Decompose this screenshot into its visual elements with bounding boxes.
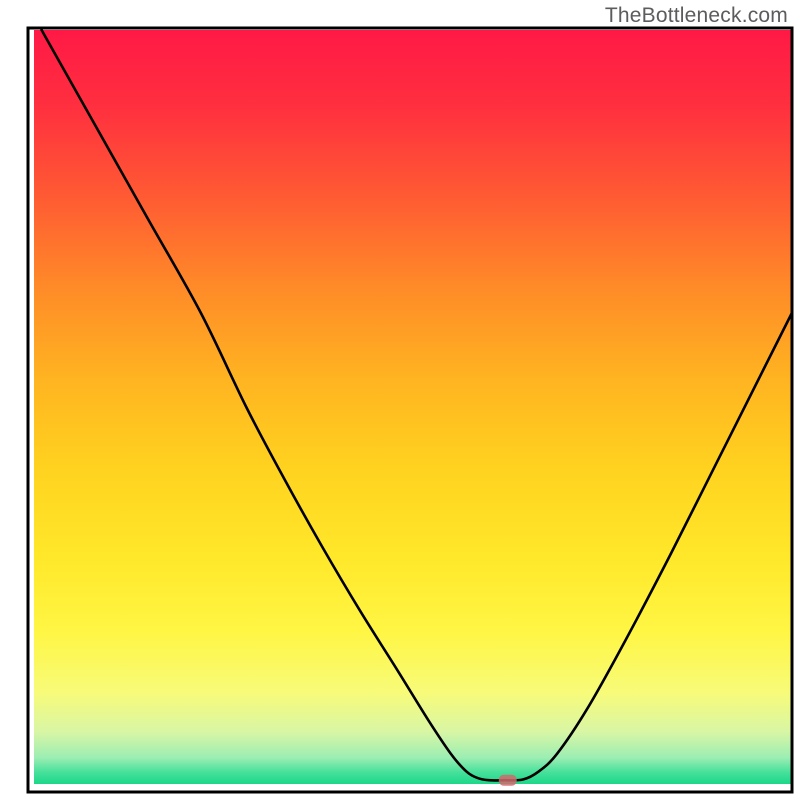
watermark-text: TheBottleneck.com <box>605 4 788 28</box>
bottleneck-chart: TheBottleneck.com <box>0 0 800 800</box>
chart-svg <box>0 0 800 800</box>
optimal-point-marker <box>499 775 517 786</box>
chart-background <box>34 30 792 784</box>
